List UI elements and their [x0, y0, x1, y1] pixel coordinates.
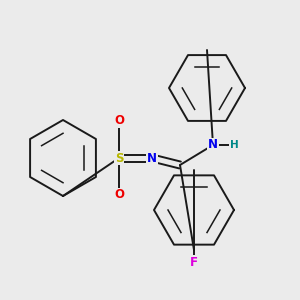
- Text: O: O: [114, 188, 124, 202]
- Text: H: H: [230, 140, 238, 150]
- Text: F: F: [190, 256, 198, 268]
- Text: O: O: [114, 115, 124, 128]
- Text: S: S: [115, 152, 123, 164]
- Text: N: N: [147, 152, 157, 164]
- Text: N: N: [208, 139, 218, 152]
